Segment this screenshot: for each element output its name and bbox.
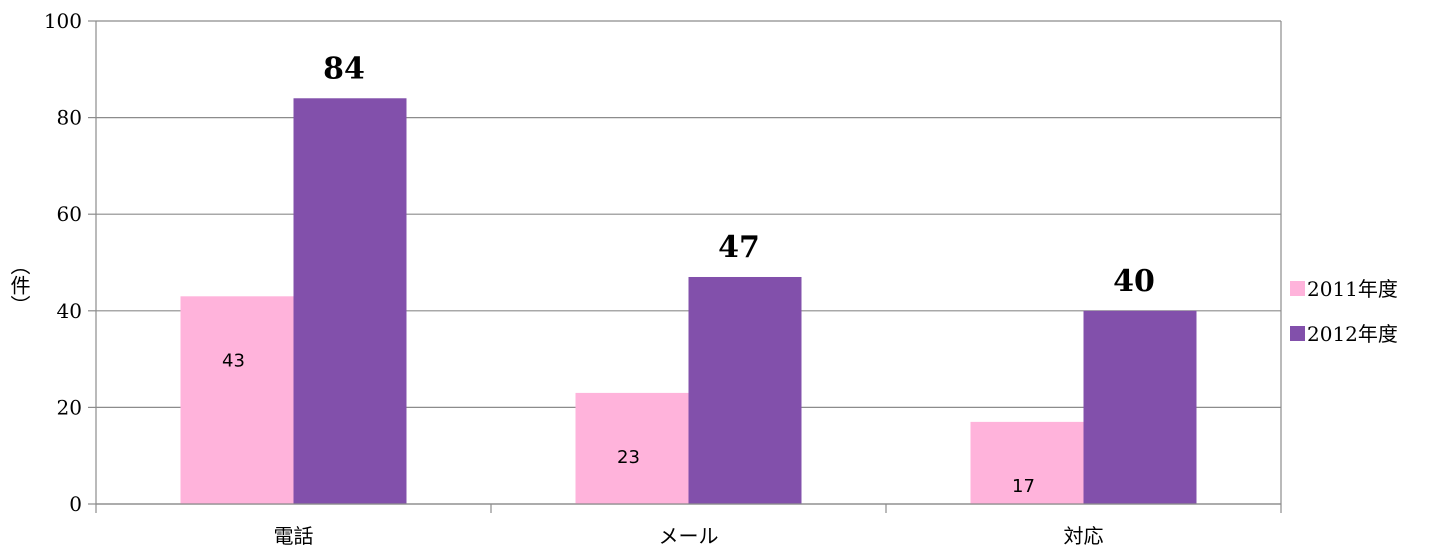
data-label: 47 [718,230,760,265]
data-labels: 43 84 23 47 17 40 [222,51,1155,497]
y-axis-label: （件） [7,255,31,315]
legend: 2011年度 2012年度 [1290,277,1398,346]
legend-label: 2011年度 [1307,277,1398,301]
axes: 0 20 40 60 80 100 電話 メール 対応 （件） [7,9,1282,548]
y-tick-label: 100 [44,9,82,33]
data-label: 43 [222,350,245,371]
data-label: 17 [1012,476,1035,497]
y-tick-label: 80 [57,106,82,130]
bars [180,98,1197,504]
data-label: 23 [617,447,640,468]
bar [688,276,802,504]
data-label: 84 [323,51,365,86]
y-tick-label: 20 [57,395,82,419]
y-tick-label: 0 [69,492,82,516]
y-tick-label: 60 [57,202,82,226]
x-tick-label: 対応 [1064,524,1104,548]
bar [293,98,407,504]
bar [970,421,1084,504]
legend-swatch [1290,326,1305,341]
x-tick-label: 電話 [274,524,314,548]
legend-swatch [1290,281,1305,296]
bar [180,296,294,504]
legend-label: 2012年度 [1307,322,1398,346]
bar [1083,310,1197,504]
bar [575,392,689,504]
y-tick-label: 40 [57,299,82,323]
data-label: 40 [1113,264,1155,299]
x-tick-label: メール [659,524,719,548]
